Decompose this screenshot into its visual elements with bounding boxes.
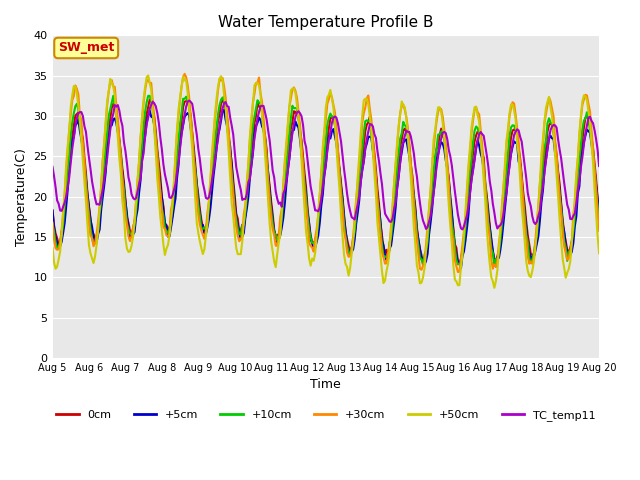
X-axis label: Time: Time: [310, 378, 341, 391]
Y-axis label: Temperature(C): Temperature(C): [15, 148, 28, 246]
Legend: 0cm, +5cm, +10cm, +30cm, +50cm, TC_temp11: 0cm, +5cm, +10cm, +30cm, +50cm, TC_temp1…: [52, 406, 600, 425]
Title: Water Temperature Profile B: Water Temperature Profile B: [218, 15, 433, 30]
Text: SW_met: SW_met: [58, 41, 115, 54]
